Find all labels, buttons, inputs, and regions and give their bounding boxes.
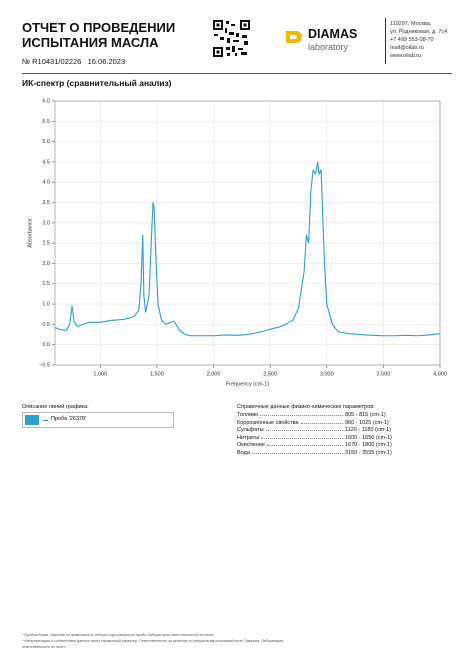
- x-tick-label: 4,000: [433, 371, 447, 377]
- address-line: mail@oilab.ru: [390, 45, 424, 51]
- range: 1120 - 1180 (cm-1): [345, 427, 391, 433]
- x-tick-label: 2,500: [263, 371, 277, 377]
- dots: [251, 452, 343, 454]
- reference-row: Вода 3150 - 3555 (cm-1): [237, 450, 407, 458]
- legend-box: Проба '26378': [22, 412, 174, 428]
- report-date: 16.06.2023: [87, 57, 126, 66]
- address-line: +7 499 553-08-70: [390, 37, 434, 43]
- range: 1670 - 1800 (cm-1): [345, 442, 392, 448]
- legend-title: Описание линий графика:: [22, 404, 89, 410]
- x-tick-label: 2,000: [207, 371, 221, 377]
- title-line: ИСПЫТАНИЯ МАСЛА: [22, 35, 159, 50]
- y-tick-label: 2.0: [42, 261, 50, 267]
- parameter: Вода: [237, 449, 250, 456]
- y-tick-label: −0.5: [39, 362, 50, 368]
- legend-label: Проба '26378': [51, 416, 87, 422]
- reference-row: Коррозионные свойства 960 - 1025 (cm-1): [237, 420, 407, 428]
- plot-frame: [54, 100, 441, 366]
- dots: [261, 437, 343, 439]
- reference-row: Окисление 1670 - 1800 (cm-1): [237, 442, 407, 450]
- y-tick-label: 0.5: [42, 322, 50, 328]
- logo-name: DIAMAS: [308, 27, 358, 41]
- y-tick-label: 6.0: [42, 98, 50, 104]
- y-tick-label: 4.5: [42, 159, 50, 165]
- x-tick-label: 3,500: [376, 371, 390, 377]
- y-tick-label: 5.0: [42, 139, 50, 145]
- x-tick-label: 3,000: [320, 371, 334, 377]
- x-tick-label: 1,500: [150, 371, 164, 377]
- x-axis-label: Frequency (cm-1): [226, 381, 270, 387]
- footnote: ответственности не несет.: [22, 645, 66, 649]
- dots: [265, 430, 343, 431]
- dots: [260, 415, 343, 416]
- y-tick-label: 1.0: [42, 302, 50, 308]
- reference-row: Нитриты 1600 - 1650 (cm-1): [237, 435, 407, 443]
- report-meta: № R10431/02226 16.06.2023: [22, 57, 125, 66]
- range: 3150 - 3555 (cm-1): [345, 449, 392, 456]
- y-axis-label: Absorbance: [27, 218, 33, 247]
- address-line: ул. Родниковая, д. 7с4: [390, 29, 448, 35]
- parameter: Окисление: [237, 442, 265, 448]
- reference-table: Топливо 805 - 815 (cm-1) Коррозионные свой…: [237, 412, 407, 457]
- reference-row: Сульфаты 1120 - 1180 (cm-1): [237, 427, 407, 435]
- chart: −0.5 0.0 0.5 1.0 1.5 2.0 2.5 3.0 3.5 4.0 4.5 5.0 5.5…: [27, 98, 447, 387]
- footnotes: * Пробоотборка: Заказчик за правильность…: [22, 632, 283, 650]
- spectrum-line: [54, 161, 441, 337]
- qr-code: [213, 20, 250, 57]
- range: 960 - 1025 (cm-1): [345, 419, 389, 426]
- footnote: * Интерпретация и соответствие данных но…: [22, 639, 284, 643]
- parameter: Топливо: [237, 412, 259, 418]
- y-tick-label: 2.5: [42, 241, 50, 247]
- y-tick-label: 0.0: [42, 342, 50, 348]
- y-tick-label: 4.0: [42, 180, 50, 186]
- footnote: * Пробоотборка: Заказчик за правильность…: [22, 633, 215, 637]
- y-tick-label: 3.5: [42, 200, 50, 206]
- title: ОТЧЕТ О ПРОВЕДЕНИИ ИСПЫТАНИЯ МАСЛА: [22, 20, 175, 50]
- logo-icon: [286, 31, 302, 43]
- address: 119297, Москва, ул. Родниковая, д. 7с4 +7 …: [390, 20, 447, 60]
- y-tick-label: 5.5: [42, 119, 50, 125]
- parameter: Сульфаты: [237, 427, 264, 433]
- legend-line: [43, 419, 48, 421]
- parameter: Нитриты: [237, 434, 260, 441]
- range: 805 - 815 (cm-1): [345, 412, 386, 418]
- reference-title: Справочные данные физико-химических пара…: [237, 404, 375, 410]
- rule: [22, 73, 452, 74]
- y-tick-label: 3.0: [42, 220, 50, 226]
- address-line: 119297, Москва,: [390, 21, 432, 27]
- divider: [385, 18, 386, 64]
- y-tick-label: 1.5: [42, 281, 50, 287]
- legend-swatch: [25, 415, 39, 425]
- address-line: www.oilab.ru: [390, 53, 422, 59]
- title-line: ОТЧЕТ О ПРОВЕДЕНИИ: [22, 20, 176, 35]
- x-tick-label: 1,000: [93, 371, 107, 377]
- logo-sub: laboratory: [308, 42, 349, 52]
- dots: [266, 445, 343, 446]
- reference-row: Топливо 805 - 815 (cm-1): [237, 412, 407, 420]
- dots: [300, 422, 343, 424]
- section-title: ИК-спектр (сравнительный анализ): [22, 78, 172, 88]
- report-number: № R10431/02226: [22, 57, 82, 66]
- range: 1600 - 1650 (cm-1): [345, 434, 392, 441]
- parameter: Коррозионные свойства: [237, 419, 299, 426]
